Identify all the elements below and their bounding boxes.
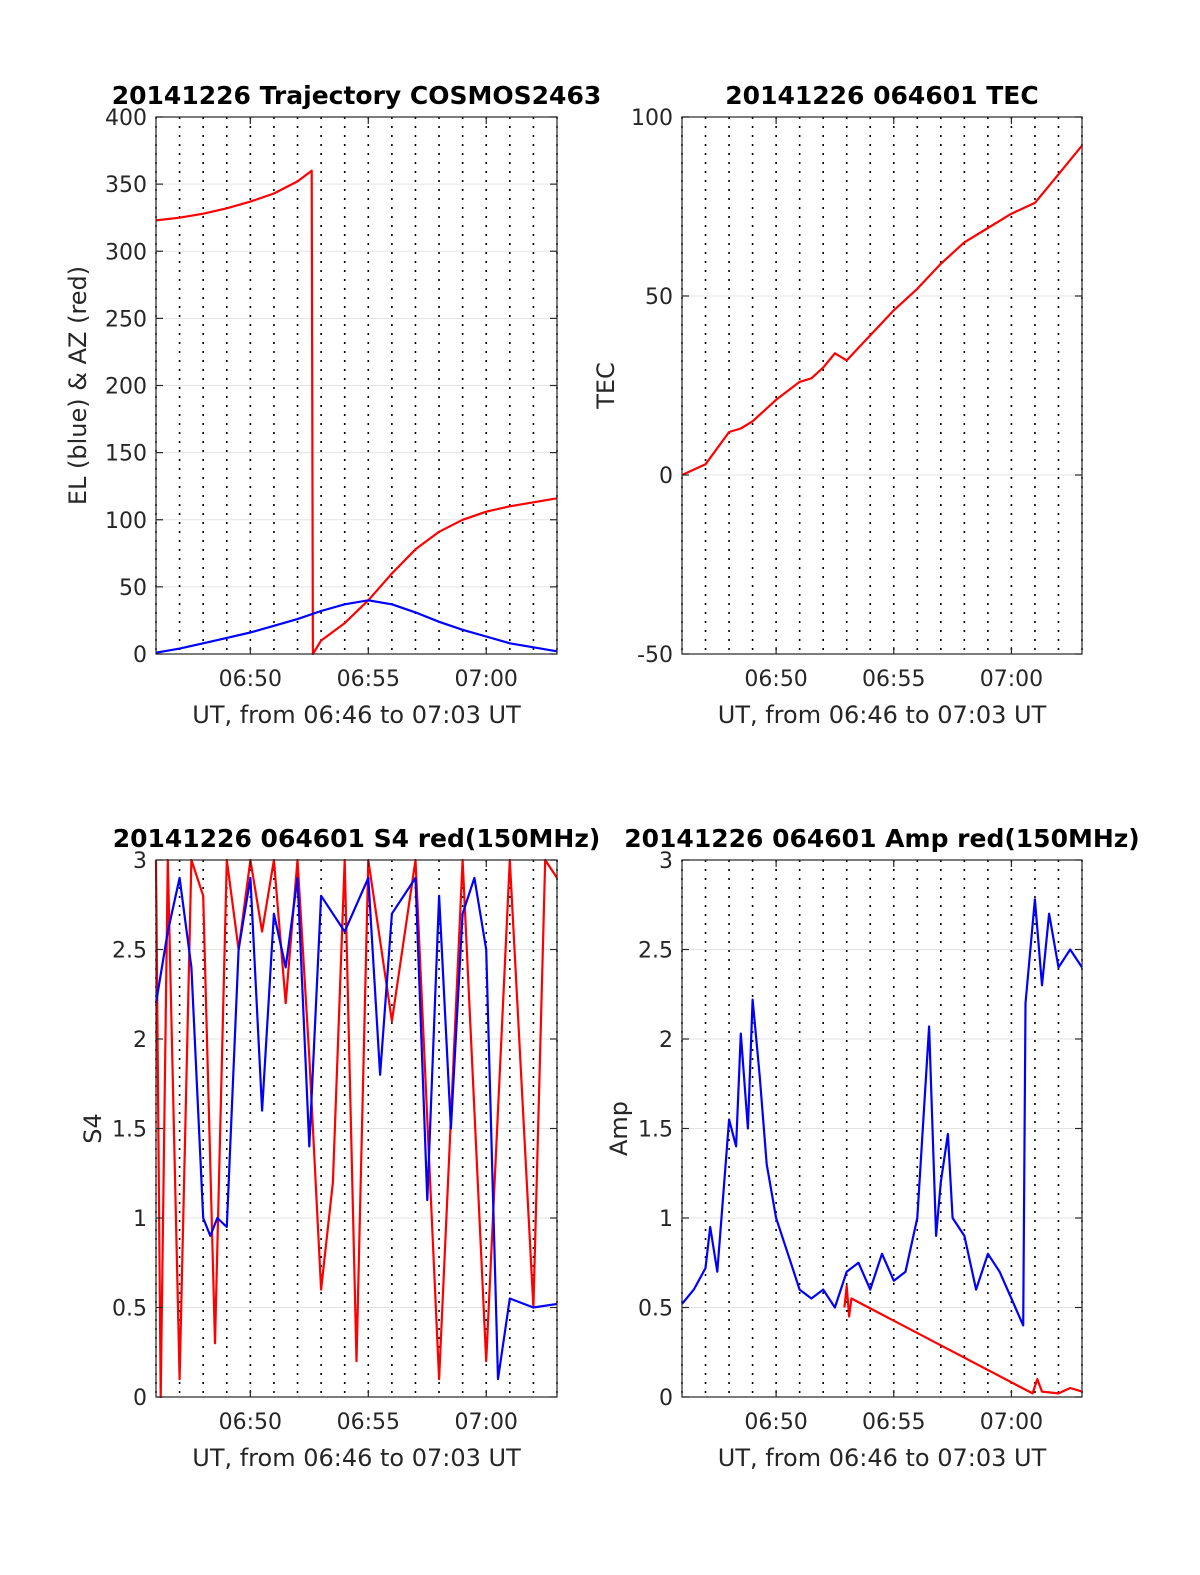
y-tick-label: 2.5 [638,939,673,964]
plot-area [682,117,1082,654]
y-tick-label: 100 [105,509,147,534]
chart-title: 20141226 064601 S4 red(150MHz) [113,824,601,853]
y-tick-label: 0 [659,464,673,489]
series-line-1 [843,1284,1083,1395]
y-tick-label: 0 [133,643,147,668]
chart-title: 20141226 064601 TEC [725,81,1038,110]
x-axis-label: UT, from 06:46 to 07:03 UT [192,1444,521,1472]
chart-panel-3: 0 0.5 1 1.5 2 2.5 3 06:50 06:55 07:00 20141226 064… [79,824,600,1472]
y-tick-label: 2.5 [112,939,147,964]
y-tick-label: 3 [659,849,673,874]
y-tick-label: 1.5 [638,1118,673,1143]
series-line-1 [681,144,1083,477]
x-axis-label: UT, from 06:46 to 07:03 UT [718,701,1047,729]
y-tick-label: 150 [105,442,147,467]
y-tick-label: 200 [105,375,147,400]
x-tick-label: 07:00 [980,1410,1043,1435]
y-tick-label: 0 [133,1386,147,1411]
x-tick-label: 06:50 [219,667,282,692]
x-tick-label: 06:55 [337,667,400,692]
chart-title: 20141226 Trajectory COSMOS2463 [112,81,602,110]
axes-frame [681,116,1083,655]
series-line-2 [681,898,1083,1327]
series-line-1 [154,858,558,1399]
y-axis-label: TEC [592,362,620,410]
y-tick-label: 400 [105,106,147,131]
x-tick-label: 06:55 [862,667,925,692]
y-tick-label: -50 [637,643,673,668]
series-line-1 [155,169,558,656]
y-tick-label: 50 [645,285,673,310]
y-axis-label: S4 [79,1113,107,1144]
y-tick-label: 50 [119,576,147,601]
y-tick-label: 2 [133,1028,147,1053]
chart-panel-1: 0 50 100 150 200 250 300 350 400 06:50 06:55 07:00 2… [64,81,601,729]
y-tick-label: 100 [631,106,673,131]
x-tick-label: 07:00 [455,1410,518,1435]
x-tick-label: 06:55 [862,1410,925,1435]
y-tick-label: 250 [105,307,147,332]
x-axis-label: UT, from 06:46 to 07:03 UT [192,701,521,729]
y-tick-label: 1 [659,1207,673,1232]
y-tick-label: 350 [105,173,147,198]
chart-panel-4: 0 0.5 1 1.5 2 2.5 3 06:50 06:55 07:00 20141226 064… [605,824,1140,1472]
y-tick-label: 0.5 [638,1297,673,1322]
y-tick-label: 0 [659,1386,673,1411]
y-tick-label: 1.5 [112,1118,147,1143]
x-tick-label: 06:50 [744,1410,807,1435]
x-axis-label: UT, from 06:46 to 07:03 UT [718,1444,1047,1472]
chart-title: 20141226 064601 Amp red(150MHz) [624,824,1140,853]
x-tick-label: 06:55 [337,1410,400,1435]
series-line-2 [155,599,558,654]
y-tick-label: 3 [133,849,147,874]
x-tick-label: 06:50 [219,1410,282,1435]
y-axis-label: EL (blue) & AZ (red) [64,266,92,505]
y-tick-label: 2 [659,1028,673,1053]
x-tick-label: 06:50 [744,667,807,692]
series-line-2 [154,876,558,1381]
y-axis-label: Amp [605,1101,633,1156]
chart-panel-2: -50 0 50 100 06:50 06:55 07:00 20141226 064601 … [592,81,1083,729]
x-tick-label: 07:00 [455,667,518,692]
y-tick-label: 0.5 [112,1297,147,1322]
x-tick-label: 07:00 [980,667,1043,692]
y-tick-label: 1 [133,1207,147,1232]
y-tick-label: 300 [105,240,147,265]
